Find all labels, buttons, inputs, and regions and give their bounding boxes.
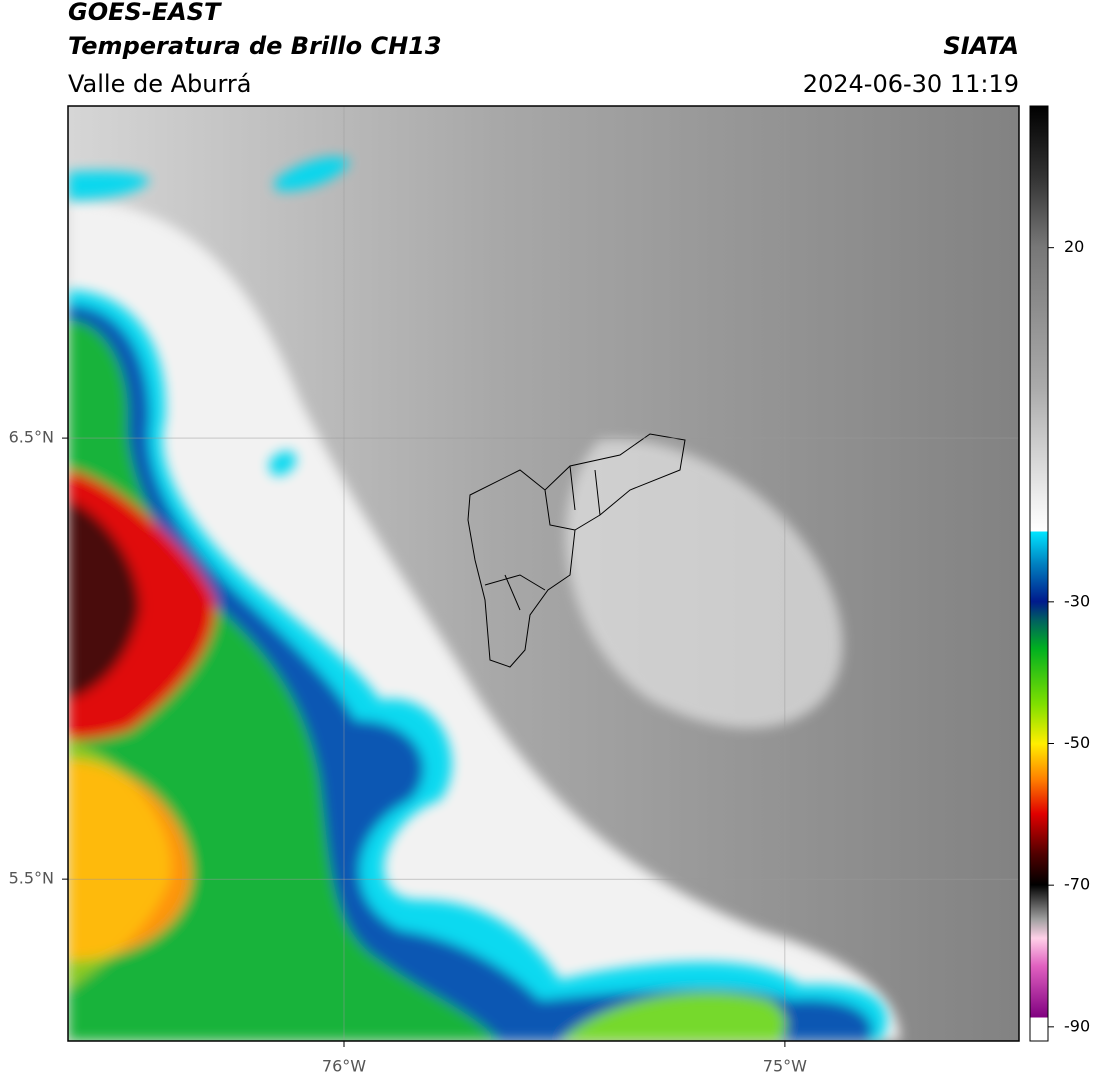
y-tick-label: 6.5°N	[9, 428, 54, 447]
source: SIATA	[943, 32, 1019, 60]
satellite-image	[68, 106, 1019, 1041]
colorbar-tick-label: -90	[1064, 1016, 1090, 1035]
subtitle: Temperatura de Brillo CH13	[68, 32, 442, 60]
y-tick-label: 5.5°N	[9, 869, 54, 888]
grid	[68, 106, 1019, 1041]
colorbar-tick-label: -50	[1064, 733, 1090, 752]
title: GOES-EAST	[68, 0, 222, 26]
colorbar-tick-label: 20	[1064, 237, 1084, 256]
colorbar-tick-label: -70	[1064, 875, 1090, 894]
x-tick-label: 75°W	[763, 1057, 807, 1076]
colorbar-tick-label: -30	[1064, 591, 1090, 610]
region: Valle de Aburrá	[68, 70, 252, 98]
map-frame	[67, 105, 1020, 1042]
timestamp: 2024-06-30 11:19	[803, 70, 1019, 98]
valley-boundary	[467, 433, 686, 668]
colorbar	[1029, 105, 1049, 1042]
x-tick-label: 76°W	[322, 1057, 366, 1076]
